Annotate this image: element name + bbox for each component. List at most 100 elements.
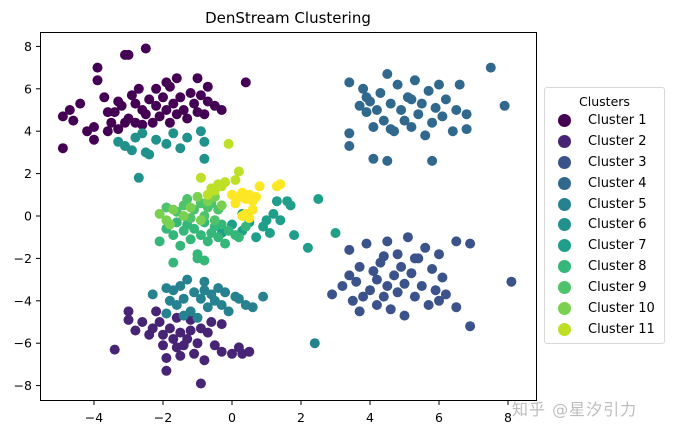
data-point [261,215,272,226]
data-point [151,83,162,94]
data-point [434,249,444,260]
data-point [164,117,175,128]
legend-marker-icon [558,176,571,190]
data-point [423,85,434,96]
data-point [75,98,86,109]
chart-title: DenStream Clustering [205,9,371,27]
data-point [151,306,162,317]
y-tick-label: −6 [14,336,32,351]
data-point [123,314,134,325]
data-point [368,122,379,132]
data-point [378,115,389,126]
data-point [168,257,179,268]
legend-item: Cluster 2 [545,131,664,152]
x-tick-label: −2 [154,410,172,425]
data-point [451,105,462,115]
y-tick-label: −2 [14,251,32,266]
x-tick-label: −4 [85,410,103,425]
data-point [151,134,162,145]
data-point [309,338,320,349]
data-point [382,236,393,247]
data-point [140,109,151,120]
data-point [175,350,186,361]
data-point [361,238,372,249]
data-point [223,138,234,149]
data-point [182,132,193,143]
y-tick-label: −8 [14,378,32,393]
data-point [68,115,79,126]
data-point [144,149,155,160]
data-point [123,49,134,60]
data-point [147,117,158,128]
data-point [92,62,103,73]
data-point [220,177,231,188]
data-point [437,111,448,122]
data-point [216,300,227,310]
data-point [171,300,182,310]
data-point [371,300,382,310]
data-point [168,204,179,215]
data-point [454,79,465,90]
data-point [258,291,269,302]
data-point [264,228,275,238]
data-point [178,211,189,221]
data-point [189,98,200,109]
data-point [358,83,369,94]
data-point [220,238,231,249]
x-tick-label: 0 [228,410,236,425]
data-point [123,306,134,317]
data-point [271,196,282,207]
data-point [192,73,203,84]
y-tick-label: 6 [24,81,32,96]
data-point [161,365,172,376]
data-point [230,175,241,185]
data-point [199,136,210,147]
data-point [499,100,510,111]
data-point [465,238,476,249]
x-tick-label: 4 [366,410,374,425]
data-point [192,338,203,349]
data-point [199,355,210,366]
legend-label: Cluster 6 [588,217,647,233]
data-point [195,293,206,304]
data-point [392,249,403,260]
data-point [130,132,141,143]
data-point [175,143,186,154]
data-point [392,79,403,90]
data-point [416,98,427,109]
data-point [337,281,348,291]
data-point [216,200,227,211]
data-point [382,155,393,166]
legend-label: Cluster 9 [588,280,647,296]
data-point [409,253,420,264]
data-point [182,113,193,124]
data-point [447,126,458,137]
data-point [175,327,186,338]
data-point [178,293,189,304]
legend-marker-icon [558,301,571,315]
data-point [206,317,217,327]
legend-marker-icon [558,218,571,232]
data-point [437,272,448,283]
data-point [99,92,110,103]
data-point [344,141,355,151]
data-point [102,107,113,118]
data-point [420,130,431,141]
data-point [399,115,410,126]
data-point [144,94,155,105]
data-point [223,306,234,317]
data-point [168,128,179,139]
data-point [113,124,124,135]
y-tick-label: 0 [24,209,32,224]
data-point [427,117,438,128]
data-point [465,321,476,332]
data-point [382,281,393,291]
data-point [344,270,355,281]
legend-label: Cluster 4 [588,175,647,191]
data-point [285,200,296,211]
data-point [327,289,338,300]
data-point [233,293,244,304]
data-point [371,105,382,115]
data-point [137,317,148,327]
data-point [185,234,196,245]
